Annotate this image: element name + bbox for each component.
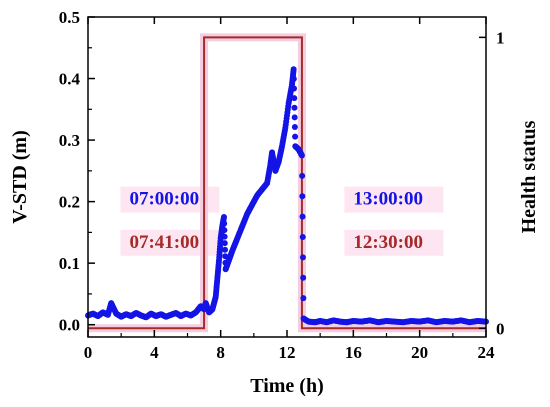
v-std-point [299, 254, 306, 261]
annotation-label: 07:41:00 [129, 232, 199, 253]
annotation-label: 13:00:00 [353, 189, 423, 210]
x-tick-label: 16 [345, 343, 362, 362]
plot-frame [87, 16, 487, 338]
x-axis-title: Time (h) [250, 375, 324, 397]
v-std-point [220, 214, 227, 220]
v-std-point [300, 274, 307, 281]
v-std-point [291, 104, 298, 111]
y-axis-title: V-STD (m) [9, 130, 31, 224]
x-tick-label: 8 [216, 343, 225, 362]
y-tick-label: 0.4 [59, 70, 81, 89]
v-std-point [299, 193, 306, 200]
x-tick-label: 20 [411, 343, 428, 362]
data-layer [85, 33, 489, 333]
v-std-point [298, 152, 305, 159]
annotation-layer: 07:00:00 07:41:00 13:00:00 12:30:00 [120, 186, 444, 256]
y2-axis-title: Health status [518, 120, 540, 233]
v-std-point [221, 227, 228, 234]
y2-tick-label: 1 [496, 28, 505, 47]
v-std-point [221, 220, 228, 227]
v-std-point [300, 295, 307, 302]
v-std-series [85, 66, 489, 326]
x-tick-label: 24 [478, 343, 496, 362]
v-std-point [291, 85, 298, 92]
annotation-label: 07:00:00 [129, 189, 199, 210]
y-tick-label: 0.0 [59, 316, 80, 335]
annotation-highlight [344, 229, 444, 256]
v-std-point [291, 114, 298, 121]
v-std-point [299, 172, 306, 179]
v-std-point [291, 124, 298, 130]
y-tick-label: 0.5 [59, 8, 80, 27]
v-std-point [291, 95, 298, 102]
x-tick-label: 0 [84, 343, 93, 362]
v-std-point [222, 246, 229, 253]
annotation-highlight [344, 186, 444, 213]
v-std-point [290, 66, 297, 73]
axes-layer: 0 4 8 12 16 20 24 0.0 0.1 0.2 0.3 0.4 0.5 0 1 [59, 8, 505, 362]
x-tick-label: 4 [150, 343, 159, 362]
annotation-label: 12:30:00 [353, 232, 423, 253]
health-status-glow [88, 33, 486, 333]
y-tick-label: 0.1 [59, 254, 80, 273]
v-std-point [221, 240, 228, 247]
v-std-point [299, 213, 306, 220]
x-tick-label: 12 [279, 343, 296, 362]
v-std-point [290, 75, 297, 82]
y-tick-label: 0.3 [59, 131, 80, 150]
y2-tick-label: 0 [496, 319, 505, 338]
v-std-point [299, 234, 306, 240]
health-status-line [88, 36, 486, 330]
y-tick-label: 0.2 [59, 193, 80, 212]
v-std-point [221, 233, 228, 240]
v-std-point [292, 133, 299, 140]
